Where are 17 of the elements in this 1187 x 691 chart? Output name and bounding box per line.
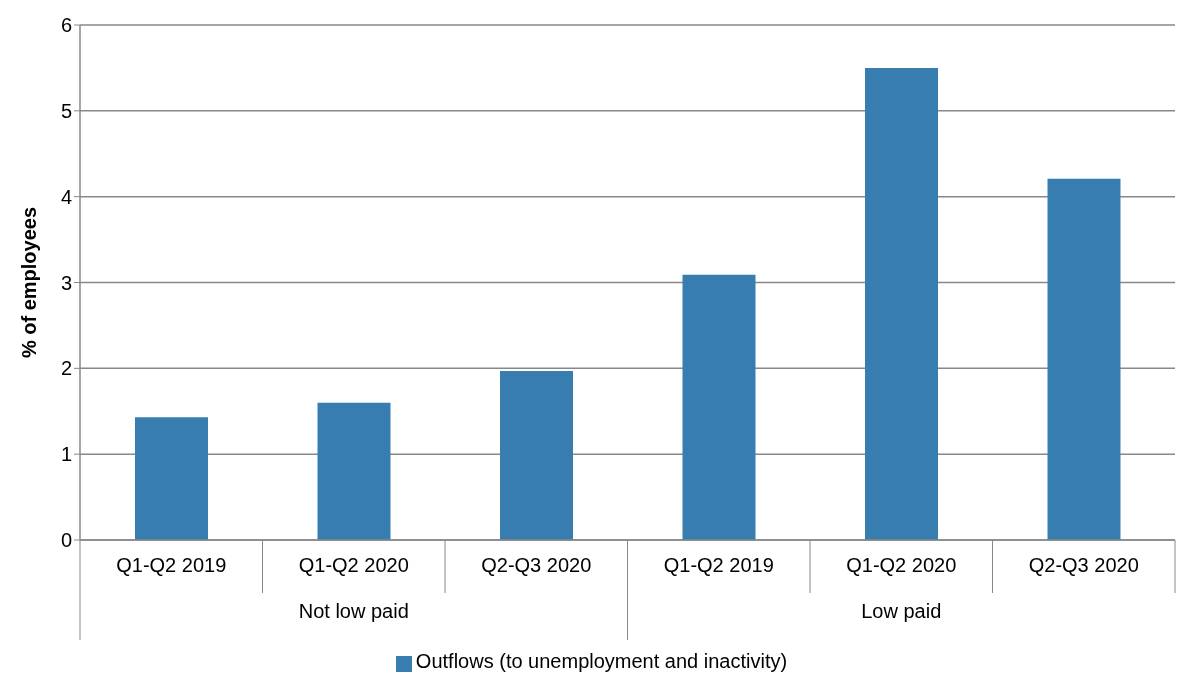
x-tick-label: Q1-Q2 2019 (663, 554, 774, 576)
text: Not low paid (298, 600, 409, 622)
text: Low paid (861, 600, 942, 622)
x-tick-label: Q1-Q2 2020 (298, 554, 409, 576)
y-axis-title: % of employees (18, 206, 41, 359)
y-tick-label: 4 (60, 185, 72, 208)
x-tick-label: Q1-Q2 2020 (846, 554, 957, 576)
legend-label: Outflows (to unemployment and inactivity) (415, 650, 788, 672)
y-tick-label: 0 (60, 529, 72, 552)
x-tick-label: Q2-Q3 2020 (1028, 554, 1139, 576)
y-tick-label: 1 (60, 443, 72, 466)
y-tick-label: 3 (60, 271, 72, 294)
y-tick-label: 5 (60, 99, 72, 122)
y-tick-label: 6 (60, 14, 72, 37)
x-tick-label: Q2-Q3 2020 (481, 554, 592, 576)
y-tick-label: 2 (60, 357, 72, 380)
x-tick-label: Q1-Q2 2019 (116, 554, 227, 576)
